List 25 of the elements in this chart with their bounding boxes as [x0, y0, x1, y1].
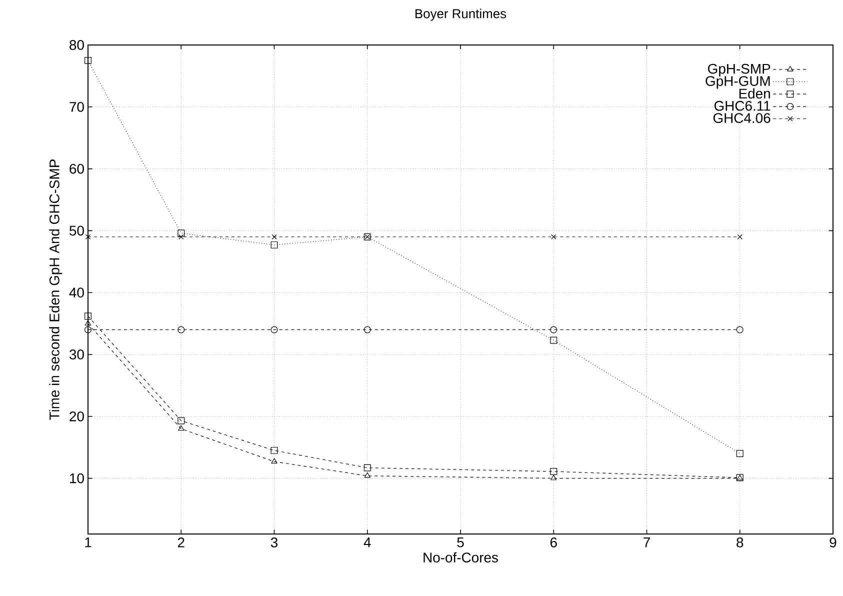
x-tick-label: 3: [270, 538, 278, 548]
x-axis-title: No-of-Cores: [424, 552, 498, 562]
y-tick-label: 10: [70, 473, 84, 484]
y-tick-label: 20: [70, 411, 84, 422]
legend-label: GpH-GUM: [706, 76, 770, 89]
y-tick-label: 30: [70, 350, 84, 360]
y-tick-label: 70: [70, 102, 84, 112]
x-tick-label: 2: [178, 538, 184, 548]
legend-label: Eden: [739, 88, 770, 99]
legend-label: GHC4.06: [713, 113, 770, 124]
x-tick-label: 1: [85, 538, 92, 548]
legend-label: GHC6.11: [714, 100, 770, 111]
chart-title: Boyer Runtimes: [416, 8, 506, 21]
x-tick-label: 8: [736, 538, 744, 548]
x-tick-label: 5: [457, 538, 464, 548]
legend-label: GpH-SMP: [708, 64, 770, 76]
x-tick-label: 9: [830, 538, 836, 548]
x-tick-label: 6: [550, 538, 557, 548]
x-tick-label: 4: [364, 538, 371, 548]
y-tick-label: 80: [70, 40, 84, 50]
y-tick-label: 40: [69, 288, 84, 298]
y-tick-label: 60: [70, 164, 84, 174]
y-tick-label: 50: [70, 226, 84, 236]
x-tick-label: 7: [644, 538, 650, 548]
y-axis-title: Time in second Eden GpH And GHC-SMP: [49, 160, 62, 420]
